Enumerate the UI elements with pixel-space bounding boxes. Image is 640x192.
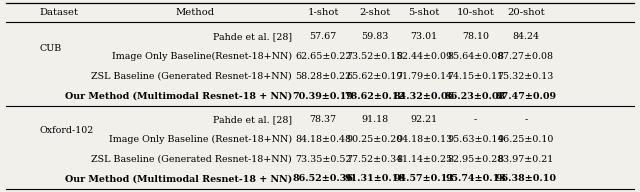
- Text: 94.18±0.13: 94.18±0.13: [396, 135, 452, 144]
- Text: Pahde et al. [28]: Pahde et al. [28]: [212, 115, 292, 124]
- Text: Dataset: Dataset: [39, 8, 78, 17]
- Text: 94.57±0.13: 94.57±0.13: [394, 174, 454, 183]
- Text: Pahde et al. [28]: Pahde et al. [28]: [212, 32, 292, 41]
- Text: ZSL Baseline (Generated Resnet-18+NN): ZSL Baseline (Generated Resnet-18+NN): [91, 155, 292, 164]
- Text: Our Method (Multimodal Resnet-18 + NN): Our Method (Multimodal Resnet-18 + NN): [65, 92, 292, 100]
- Text: 90.25±0.20: 90.25±0.20: [346, 135, 403, 144]
- Text: 86.23±0.08: 86.23±0.08: [445, 92, 506, 100]
- Text: 10-shot: 10-shot: [457, 8, 495, 17]
- Text: 57.67: 57.67: [310, 32, 337, 41]
- Text: 84.18±0.48: 84.18±0.48: [295, 135, 351, 144]
- Text: Our Method (Multimodal Resnet-18 + NN): Our Method (Multimodal Resnet-18 + NN): [65, 174, 292, 183]
- Text: 1-shot: 1-shot: [307, 8, 339, 17]
- Text: 73.35±0.52: 73.35±0.52: [295, 155, 351, 164]
- Text: 74.15±0.11: 74.15±0.11: [447, 72, 504, 81]
- Text: 78.62±0.12: 78.62±0.12: [344, 92, 405, 100]
- Text: 85.64±0.08: 85.64±0.08: [447, 52, 504, 61]
- Text: 87.27±0.08: 87.27±0.08: [498, 52, 554, 61]
- Text: 86.52±0.36: 86.52±0.36: [292, 174, 354, 183]
- Text: 65.62±0.19: 65.62±0.19: [346, 72, 403, 81]
- Text: 95.63±0.14: 95.63±0.14: [447, 135, 504, 144]
- Text: 91.18: 91.18: [361, 115, 388, 124]
- Text: 70.39±0.19: 70.39±0.19: [292, 92, 353, 100]
- Text: 91.31±0.18: 91.31±0.18: [344, 174, 405, 183]
- Text: 78.37: 78.37: [310, 115, 337, 124]
- Text: 58.28±0.22: 58.28±0.22: [295, 72, 351, 81]
- Text: 87.47±0.09: 87.47±0.09: [495, 92, 556, 100]
- Text: -: -: [524, 115, 527, 124]
- Text: 20-shot: 20-shot: [507, 8, 545, 17]
- Text: 5-shot: 5-shot: [408, 8, 440, 17]
- Text: 77.52±0.34: 77.52±0.34: [346, 155, 403, 164]
- Text: 73.01: 73.01: [410, 32, 438, 41]
- Text: Image Only Baseline(Resnet-18+NN): Image Only Baseline(Resnet-18+NN): [111, 52, 292, 61]
- Text: 96.25±0.10: 96.25±0.10: [497, 135, 554, 144]
- Text: -: -: [474, 115, 477, 124]
- Text: 81.14±0.25: 81.14±0.25: [396, 155, 452, 164]
- Text: 59.83: 59.83: [361, 32, 388, 41]
- Text: Oxford-102: Oxford-102: [39, 126, 93, 135]
- Text: Image Only Baseline (Resnet-18+NN): Image Only Baseline (Resnet-18+NN): [109, 135, 292, 144]
- Text: 75.32±0.13: 75.32±0.13: [497, 72, 554, 81]
- Text: 82.44±0.09: 82.44±0.09: [396, 52, 452, 61]
- Text: 92.21: 92.21: [410, 115, 438, 124]
- Text: CUB: CUB: [39, 44, 61, 53]
- Text: 84.24: 84.24: [512, 32, 540, 41]
- Text: 82.95±0.28: 82.95±0.28: [447, 155, 504, 164]
- Text: 62.65±0.22: 62.65±0.22: [295, 52, 351, 61]
- Text: 73.52±0.15: 73.52±0.15: [346, 52, 403, 61]
- Text: 96.38±0.10: 96.38±0.10: [495, 174, 556, 183]
- Text: 2-shot: 2-shot: [359, 8, 390, 17]
- Text: Method: Method: [175, 8, 214, 17]
- Text: 84.32±0.06: 84.32±0.06: [394, 92, 454, 100]
- Text: 71.79±0.14: 71.79±0.14: [396, 72, 452, 81]
- Text: ZSL Baseline (Generated Resnet-18+NN): ZSL Baseline (Generated Resnet-18+NN): [91, 72, 292, 81]
- Text: 83.97±0.21: 83.97±0.21: [497, 155, 554, 164]
- Text: 95.74±0.13: 95.74±0.13: [445, 174, 506, 183]
- Text: 78.10: 78.10: [462, 32, 489, 41]
